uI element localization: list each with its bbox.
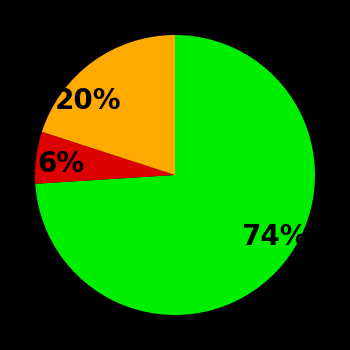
- Text: 20%: 20%: [55, 88, 121, 116]
- Text: 74%: 74%: [241, 223, 308, 251]
- Wedge shape: [35, 35, 315, 315]
- Wedge shape: [35, 132, 175, 184]
- Text: 6%: 6%: [37, 149, 85, 177]
- Wedge shape: [42, 35, 175, 175]
